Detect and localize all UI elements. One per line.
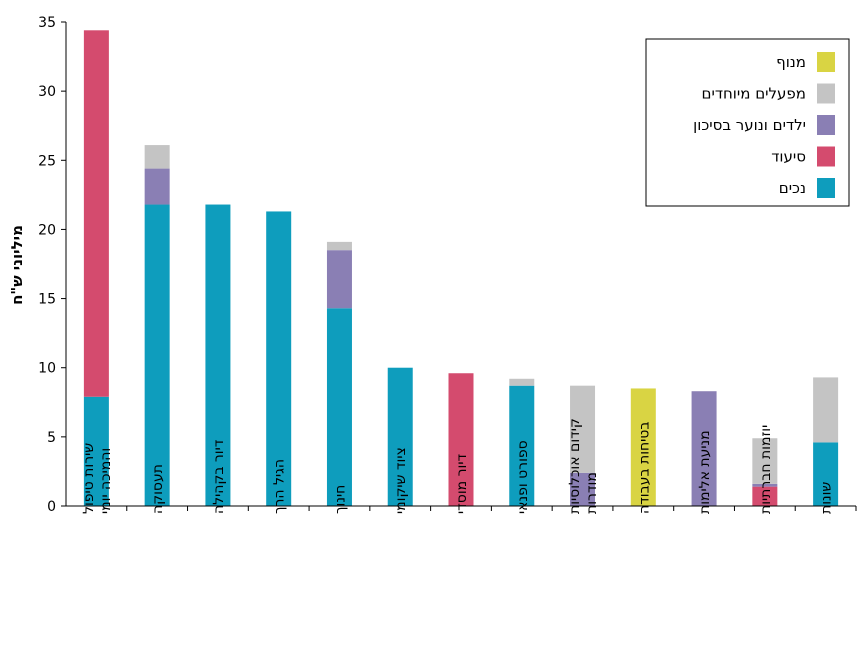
y-tick-label: 15 [38, 292, 56, 308]
category-label: יוזמות חברתיות [758, 425, 774, 514]
bar-segment [266, 211, 292, 507]
y-tick-label: 10 [38, 361, 56, 377]
legend-label: סיעוד [771, 148, 806, 166]
bar-segment [509, 385, 535, 506]
bar-segment [509, 378, 535, 386]
legend-label: מפעלים מיוחדים [702, 85, 806, 103]
bar-segment [326, 308, 352, 506]
legend-swatch [817, 146, 835, 167]
category-label: ציוד שיקומי [393, 447, 409, 514]
category-label: חינוך [332, 485, 348, 514]
legend-swatch [817, 178, 835, 198]
y-tick-label: 0 [47, 499, 56, 515]
category-label: דיור מוסדי [454, 454, 470, 514]
category-label: שירות טיפול [81, 443, 97, 514]
y-tick-label: 35 [38, 15, 56, 31]
legend-swatch [817, 115, 835, 135]
legend-label: ילדים ונוער בסיכון [693, 116, 806, 134]
bar-segment [83, 30, 109, 397]
bar-segment [326, 241, 352, 251]
bar-segment [752, 483, 778, 487]
legend-swatch [817, 83, 835, 104]
y-tick-label: 30 [38, 84, 56, 100]
bar-segment [752, 486, 778, 506]
category-label: שונות [819, 482, 835, 514]
bar-segment [570, 385, 596, 473]
y-tick-label: 25 [38, 153, 56, 169]
bar-segment [691, 391, 717, 506]
category-label: מניעת אלימות [697, 430, 713, 514]
category-label: דיור בקהילה [211, 439, 227, 514]
category-label: תעסוקה [150, 464, 166, 514]
bar-segment [387, 367, 413, 506]
bar-segment [83, 396, 109, 506]
y-axis-ticks: 0 5 10 15 20 25 30 35 [38, 15, 66, 515]
bar-segment [448, 373, 474, 506]
bar-segment [144, 204, 170, 506]
bars [83, 30, 839, 507]
bar-segment [570, 472, 596, 506]
category-label: הגיל הרך [272, 459, 288, 514]
category-label: והמיכה יומי [98, 448, 114, 514]
bar-segment [813, 442, 839, 506]
bar-segment [813, 377, 839, 443]
category-labels: שירות טיפול והמיכה יומי תעסוקה דיור בקהילה ה… [81, 418, 857, 514]
category-label: קידום אוכלוסיות [567, 418, 583, 514]
category-label: ספורט ופנאי [515, 440, 531, 514]
bar-segment [630, 388, 656, 506]
bar-segment [205, 204, 231, 506]
y-tick-label: 20 [38, 222, 56, 238]
legend-box [645, 38, 850, 207]
y-axis-label: מיליוני ש"ח [8, 225, 26, 305]
legend-label: מנוף [776, 53, 806, 71]
bar-segment [752, 438, 778, 484]
bar-segment [144, 168, 170, 205]
y-tick-label: 5 [47, 430, 56, 446]
legend: מנוף מפעלים מיוחדים ילדים ונוער בסיכון סיעו… [645, 38, 850, 207]
category-label: מודרות [584, 472, 600, 514]
bar-segment [326, 250, 352, 309]
legend-label: נכים [779, 179, 806, 197]
category-label: בטיחות בעבודה [636, 422, 652, 514]
legend-swatch [817, 52, 835, 72]
bar-segment [144, 145, 170, 169]
